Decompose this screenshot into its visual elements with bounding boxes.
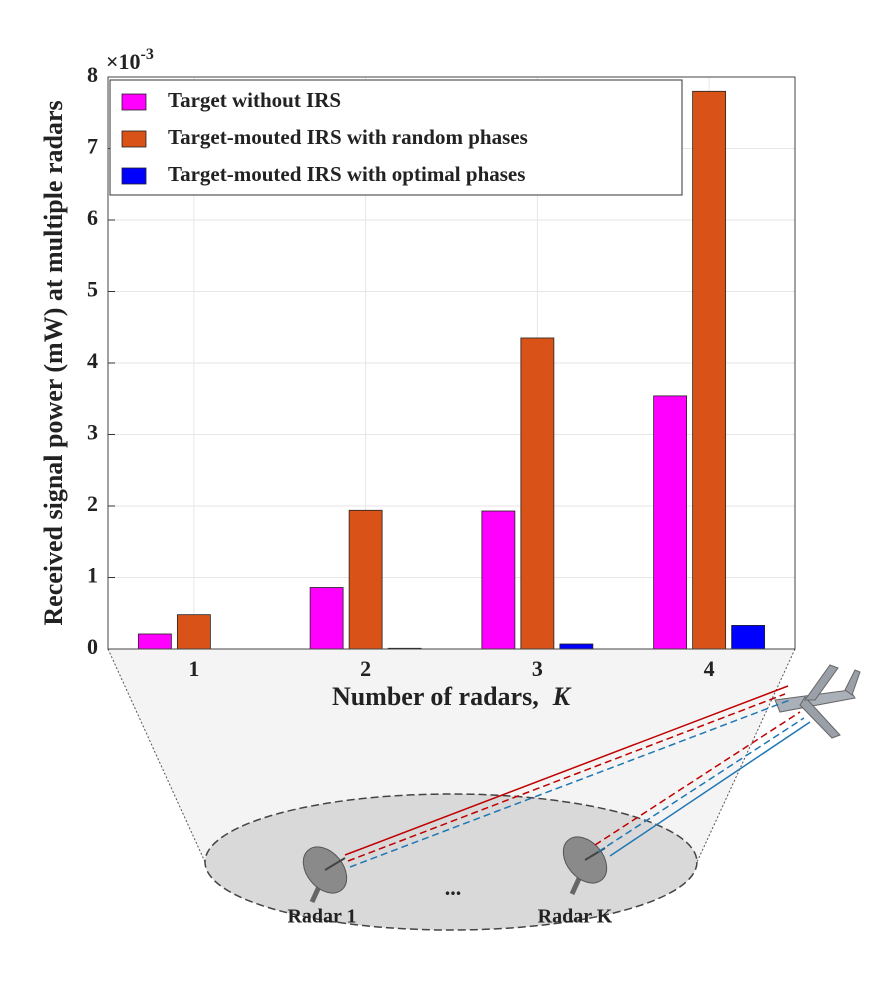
legend-label: Target without IRS: [168, 88, 341, 112]
y-tick-label: 5: [87, 277, 98, 302]
x-tick-label: 2: [360, 656, 371, 681]
funnel-edge: [107, 648, 206, 863]
bar: [692, 90, 727, 650]
x-tick-label: 3: [532, 656, 543, 681]
legend-swatch: [121, 130, 147, 148]
x-tick-label: 4: [704, 656, 715, 681]
plot-border: [107, 76, 796, 650]
bar: [653, 395, 688, 650]
radar-icon: [302, 846, 348, 904]
bar: [309, 587, 344, 650]
bar: [481, 510, 516, 650]
y-multiplier-exponent: -3: [141, 46, 154, 63]
y-tick-label: 1: [87, 563, 98, 588]
y-axis-label: Received signal power (mW) at multiple r…: [39, 100, 68, 625]
y-tick-label: 6: [87, 205, 98, 230]
y-tick-label: 3: [87, 420, 98, 445]
radar-icon: [562, 836, 608, 896]
y-multiplier: ×10-3: [106, 46, 154, 74]
ellipsis: ...: [445, 875, 462, 900]
legend-box: [109, 79, 683, 196]
bar: [731, 625, 766, 650]
aircraft: [774, 664, 861, 739]
y-tick-label: 4: [87, 348, 98, 373]
legend-label: Target-mouted IRS with optimal phases: [168, 162, 525, 186]
x-axis-label-var: K: [552, 682, 572, 711]
bar: [559, 643, 594, 650]
funnel: [108, 649, 795, 862]
x-tick-label: 1: [188, 656, 199, 681]
bar: [137, 633, 172, 650]
radar-label: Radar K: [538, 906, 613, 928]
legend-label: Target-mouted IRS with random phases: [168, 125, 528, 149]
bar: [520, 337, 555, 650]
bar: [176, 614, 211, 650]
y-multiplier-base: ×10: [106, 49, 141, 74]
legend-swatch: [121, 93, 147, 111]
y-tick-label: 7: [87, 134, 98, 159]
legend-swatch: [121, 167, 147, 185]
x-axis-label-text: Number of radars,: [332, 682, 539, 711]
x-axis-label: Number of radars, K: [332, 682, 572, 711]
radar-label: Radar 1: [287, 906, 356, 928]
bar: [348, 509, 383, 650]
coverage-area: [204, 793, 698, 931]
y-tick-label: 0: [87, 634, 98, 659]
y-tick-label: 2: [87, 491, 98, 516]
y-tick-label: 8: [87, 62, 98, 87]
signal-arrows: [344, 685, 811, 868]
